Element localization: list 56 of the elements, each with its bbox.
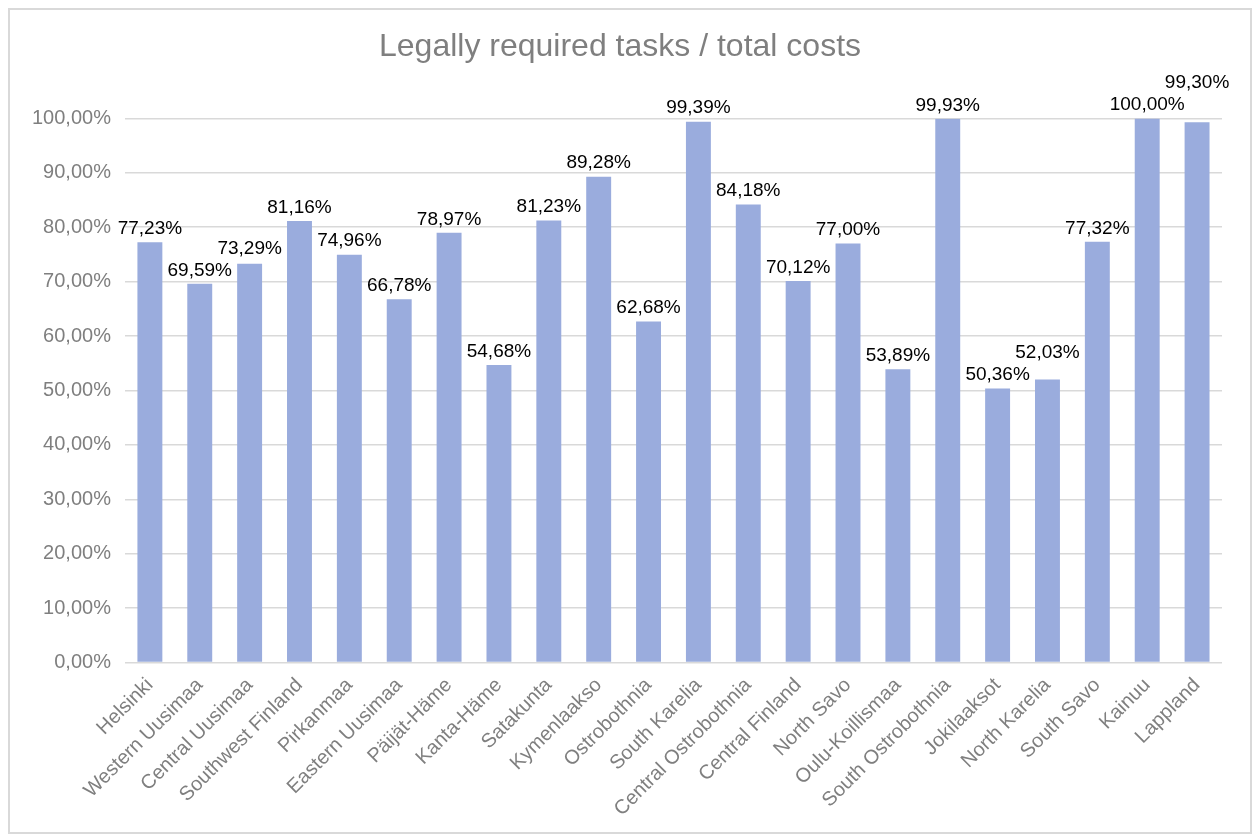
- data-label: 77,23%: [117, 217, 183, 239]
- bar: [636, 321, 662, 662]
- bar: [885, 369, 911, 662]
- bar: [336, 254, 362, 662]
- bar: [835, 243, 861, 662]
- data-label: 50,36%: [965, 363, 1030, 385]
- y-tick-label: 60,00%: [43, 323, 112, 346]
- bar: [935, 118, 961, 662]
- data-label: 54,68%: [466, 339, 532, 361]
- bar: [586, 176, 612, 662]
- chart-title: Legally required tasks / total costs: [378, 27, 862, 64]
- y-tick-label: 20,00%: [43, 541, 112, 564]
- y-tick-label: 100,00%: [31, 105, 112, 128]
- data-label: 81,23%: [516, 195, 582, 217]
- bar: [386, 299, 412, 662]
- data-label: 99,39%: [666, 96, 731, 118]
- bar: [1184, 122, 1210, 662]
- y-tick-label: 50,00%: [43, 377, 112, 400]
- data-label: 84,18%: [716, 179, 781, 201]
- data-label: 69,59%: [167, 258, 233, 280]
- y-tick-label: 70,00%: [43, 269, 112, 292]
- bar: [1084, 241, 1110, 662]
- data-label: 62,68%: [616, 296, 681, 318]
- data-label: 66,78%: [366, 273, 432, 295]
- bar: [137, 242, 163, 662]
- bar: [536, 220, 562, 662]
- bar: [287, 220, 312, 662]
- bar: [785, 280, 811, 662]
- data-label: 99,93%: [915, 93, 981, 115]
- bar: [187, 283, 213, 662]
- bar: [685, 121, 711, 662]
- bar: [237, 263, 263, 662]
- y-tick-label: 10,00%: [43, 595, 112, 618]
- data-label: 89,28%: [566, 151, 631, 173]
- bar: [486, 365, 512, 662]
- y-tick-label: 90,00%: [43, 160, 112, 183]
- data-label: 73,29%: [217, 236, 282, 258]
- y-tick-label: 0,00%: [54, 650, 112, 673]
- bar: [1134, 118, 1160, 662]
- bar: [436, 232, 462, 662]
- data-label: 78,97%: [416, 207, 482, 229]
- y-tick-label: 30,00%: [43, 486, 112, 509]
- data-label: 52,03%: [1015, 341, 1080, 363]
- bar: [735, 204, 761, 662]
- y-tick-label: 40,00%: [43, 432, 112, 455]
- y-tick-label: 80,00%: [43, 214, 112, 237]
- data-label: 70,12%: [765, 255, 831, 277]
- bar: [985, 388, 1011, 662]
- data-label: 77,00%: [815, 218, 881, 240]
- data-label: 74,96%: [317, 229, 382, 251]
- data-label: 81,16%: [267, 195, 332, 217]
- data-label: 99,30%: [1164, 71, 1230, 93]
- data-label: 53,89%: [865, 344, 931, 366]
- bar: [1035, 379, 1060, 662]
- data-label: 77,32%: [1065, 216, 1130, 238]
- data-label: 100,00%: [1109, 93, 1185, 115]
